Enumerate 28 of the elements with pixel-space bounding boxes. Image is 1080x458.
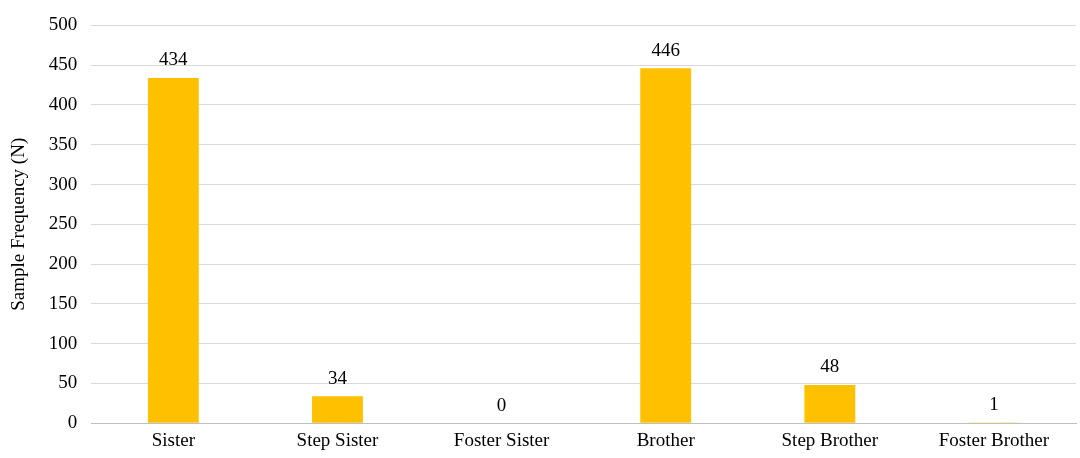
y-axis-title: Sample Frequency (N) (7, 137, 30, 311)
data-label: 446 (651, 38, 680, 60)
bar (804, 385, 856, 423)
y-tick-label: 450 (48, 53, 78, 75)
y-tick-label: 300 (48, 172, 78, 194)
x-tick-label: Sister (151, 428, 196, 450)
bar (312, 396, 363, 423)
bar (640, 68, 692, 423)
bar (147, 77, 199, 423)
x-tick-label: Foster Sister (453, 428, 551, 450)
y-tick-label: 50 (58, 371, 78, 393)
data-label: 1 (989, 392, 999, 414)
y-tick-label: 400 (48, 92, 78, 114)
y-tick-label: 150 (48, 291, 78, 313)
y-tick-label: 100 (48, 331, 78, 353)
data-label: 34 (327, 366, 348, 388)
y-tick-label: 500 (48, 13, 78, 35)
y-tick-label: 0 (67, 411, 78, 433)
data-label: 434 (159, 48, 189, 70)
x-tick-label: Step Brother (781, 428, 879, 450)
x-tick-label: Brother (636, 428, 696, 450)
data-label: 0 (496, 393, 507, 415)
y-tick-label: 250 (48, 212, 78, 234)
y-tick-label: 350 (48, 132, 78, 154)
y-tick-label: 200 (48, 252, 78, 274)
data-label: 48 (820, 355, 840, 377)
x-tick-label: Foster Brother (938, 428, 1050, 450)
x-tick-label: Step Sister (296, 428, 380, 450)
